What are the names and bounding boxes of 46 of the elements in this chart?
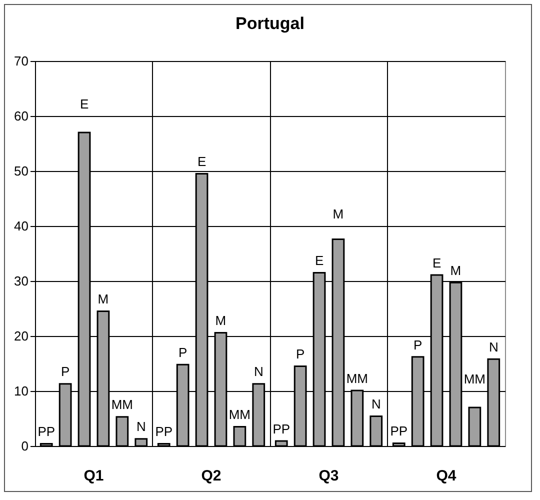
text: PP bbox=[155, 424, 173, 440]
text: M bbox=[332, 206, 344, 222]
series-label: PP bbox=[38, 424, 56, 440]
series-label: N bbox=[136, 419, 146, 434]
x-tick-label: Q2 bbox=[201, 468, 222, 484]
bar bbox=[233, 426, 246, 447]
text: N bbox=[488, 339, 498, 354]
x-tick-label: Q4 bbox=[436, 468, 457, 484]
bar bbox=[392, 442, 406, 447]
series-label: E bbox=[197, 154, 206, 170]
x-tick-label: Q3 bbox=[318, 468, 339, 484]
y-tick-label: 20 bbox=[14, 328, 28, 344]
chart-title: Portugal bbox=[236, 14, 304, 33]
bar bbox=[40, 443, 53, 447]
bar bbox=[134, 438, 148, 447]
series-label: P bbox=[60, 364, 70, 380]
y-tick-label: 50 bbox=[14, 164, 28, 178]
y-tick-label: 0 bbox=[21, 438, 28, 454]
text: PP bbox=[390, 424, 408, 439]
series-label: MM bbox=[228, 407, 251, 422]
text: P bbox=[413, 337, 422, 352]
text: P bbox=[296, 346, 305, 362]
text: E bbox=[80, 96, 89, 112]
bar bbox=[370, 416, 383, 447]
y-tick-label: 10 bbox=[14, 384, 28, 398]
bar bbox=[274, 440, 288, 447]
text: N bbox=[254, 364, 264, 380]
y-tick-label: 60 bbox=[14, 108, 28, 124]
text: M bbox=[215, 313, 226, 328]
text: E bbox=[432, 255, 442, 270]
text: PP bbox=[272, 421, 290, 436]
x-tick-label: Q1 bbox=[84, 468, 104, 484]
text: N bbox=[371, 396, 381, 412]
text: M bbox=[450, 263, 462, 278]
text: MM bbox=[464, 371, 486, 386]
bar bbox=[157, 443, 170, 447]
y-tick-label: 70 bbox=[14, 54, 28, 68]
text: MM bbox=[111, 397, 134, 412]
y-tick-label: 30 bbox=[14, 274, 28, 288]
bar bbox=[468, 406, 482, 447]
y-tick-label: 40 bbox=[14, 218, 28, 234]
text: P bbox=[178, 344, 188, 360]
bar bbox=[116, 416, 129, 447]
series-label: M bbox=[98, 292, 109, 307]
text: MM bbox=[346, 370, 368, 386]
text: E bbox=[314, 253, 324, 268]
